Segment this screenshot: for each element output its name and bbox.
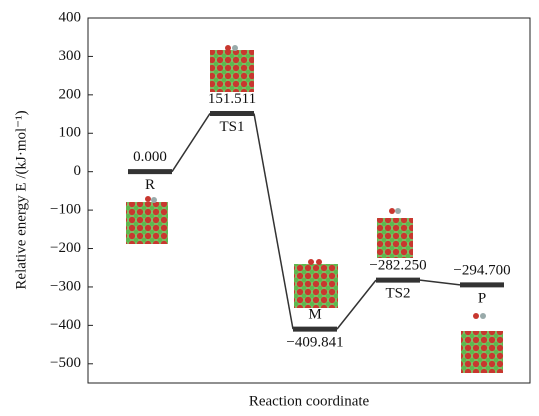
state-label: M — [308, 307, 321, 323]
chart: Reaction coordinate Relative energy E /(… — [0, 0, 539, 411]
y-tick-label: −400 — [50, 317, 81, 333]
y-tick-label: −300 — [50, 278, 81, 294]
connector — [172, 113, 210, 171]
value-label: −294.700 — [453, 262, 510, 278]
state-label: R — [145, 177, 155, 193]
connector — [337, 280, 376, 329]
value-label: −409.841 — [286, 335, 343, 351]
surface-images — [126, 45, 503, 373]
y-tick-label: 400 — [59, 9, 82, 25]
state-label: P — [478, 290, 486, 306]
connector — [420, 280, 460, 285]
state-label: TS2 — [385, 286, 410, 302]
value-label: 0.000 — [133, 149, 167, 165]
y-tick-label: 0 — [74, 163, 82, 179]
value-label: −282.250 — [369, 258, 426, 274]
y-tick-label: −500 — [50, 355, 81, 371]
y-tick-label: −100 — [50, 202, 81, 218]
y-tick-label: 100 — [59, 125, 82, 141]
value-label: 151.511 — [208, 91, 256, 107]
y-axis-label: Relative energy E /(kJ·mol⁻¹) — [13, 110, 29, 289]
x-axis-label: Reaction coordinate — [249, 393, 370, 409]
state-label: TS1 — [219, 119, 244, 135]
y-tick-label: 200 — [59, 86, 82, 102]
connector — [254, 113, 293, 329]
y-tick-label: −200 — [50, 240, 81, 256]
y-tick-label: 300 — [59, 48, 82, 64]
